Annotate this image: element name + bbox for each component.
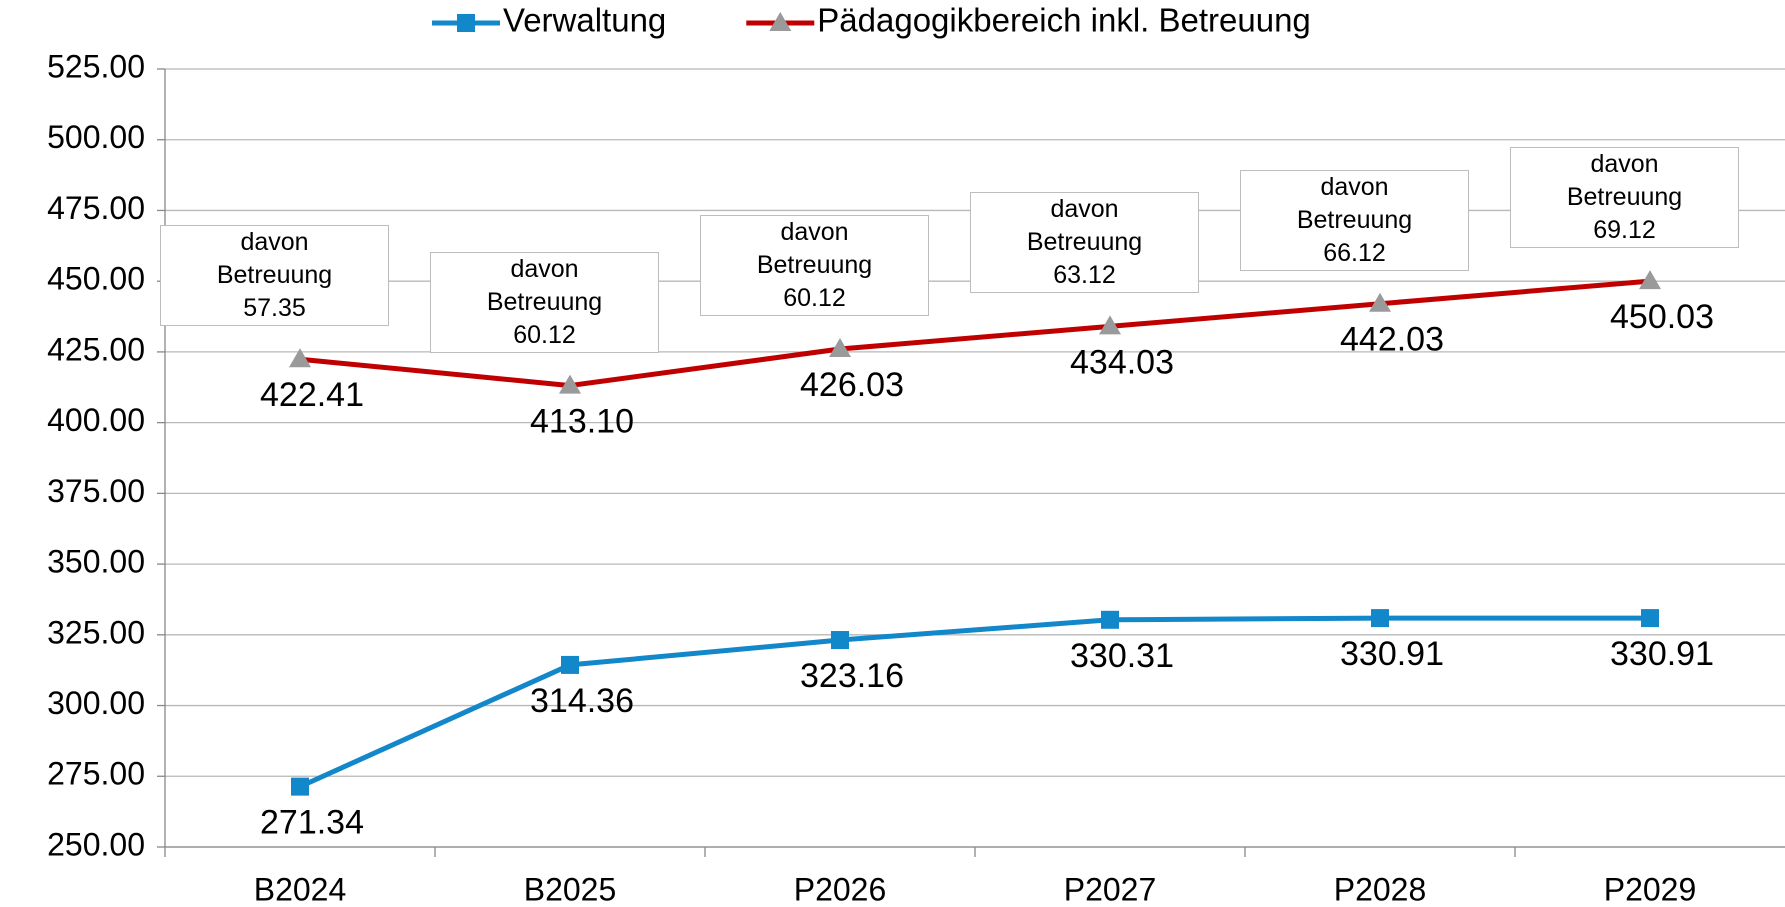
x-tick-label: P2029 [1604,871,1697,907]
data-label: 434.03 [1070,343,1174,381]
marker [289,348,311,368]
x-tick-label: P2026 [794,871,887,907]
marker [561,655,579,674]
data-label: 271.34 [260,804,364,842]
legend-label: Pädagogikbereich inkl. Betreuung [817,2,1311,39]
data-label: 422.41 [260,376,364,414]
line [298,615,1650,789]
data-label: 330.31 [1070,637,1174,675]
annotation: davon Betreuung 60.12 [700,214,929,316]
y-tick-label: 500.00 [47,119,145,155]
data-label: 330.91 [1610,635,1714,673]
y-tick-label: 325.00 [47,614,145,650]
annotation: davon Betreuung 60.12 [430,251,659,353]
marker [1371,609,1389,628]
y-tick-label: 450.00 [47,261,145,297]
y-tick-label: 525.00 [47,48,145,84]
legend-label: Verwaltung [503,2,666,39]
marker [559,374,581,394]
annotation: davon Betreuung 63.12 [970,192,1199,294]
y-tick-label: 275.00 [47,756,145,792]
x-tick-label: P2028 [1334,871,1427,907]
data-label: 323.16 [800,657,904,695]
marker [1369,292,1391,312]
marker [829,337,851,357]
line [299,278,1651,389]
marker [1641,609,1659,628]
x-tick-label: B2025 [524,871,617,907]
y-tick-label: 425.00 [47,331,145,367]
data-label: 314.36 [530,682,634,720]
marker [1101,610,1119,629]
y-tick-label: 250.00 [47,826,145,862]
data-label: 450.03 [1610,298,1714,336]
y-tick-label: 400.00 [47,402,145,438]
data-label: 442.03 [1340,321,1444,359]
y-tick-label: 475.00 [47,190,145,226]
annotation: davon Betreuung 69.12 [1510,147,1739,249]
y-tick-label: 300.00 [47,685,145,721]
data-label: 330.91 [1340,635,1444,673]
annotation: davon Betreuung 66.12 [1240,169,1469,271]
data-label: 426.03 [800,366,904,404]
y-tick-label: 350.00 [47,544,145,580]
legend-marker [457,14,475,32]
marker [1639,270,1661,290]
data-label: 413.10 [530,403,634,441]
marker [291,777,309,796]
marker [1099,315,1121,335]
legend-marker [769,12,792,31]
y-tick-label: 375.00 [47,473,145,509]
x-tick-label: P2027 [1064,871,1157,907]
x-tick-label: B2024 [254,871,347,907]
marker [831,631,849,650]
annotation: davon Betreuung 57.35 [160,225,389,327]
